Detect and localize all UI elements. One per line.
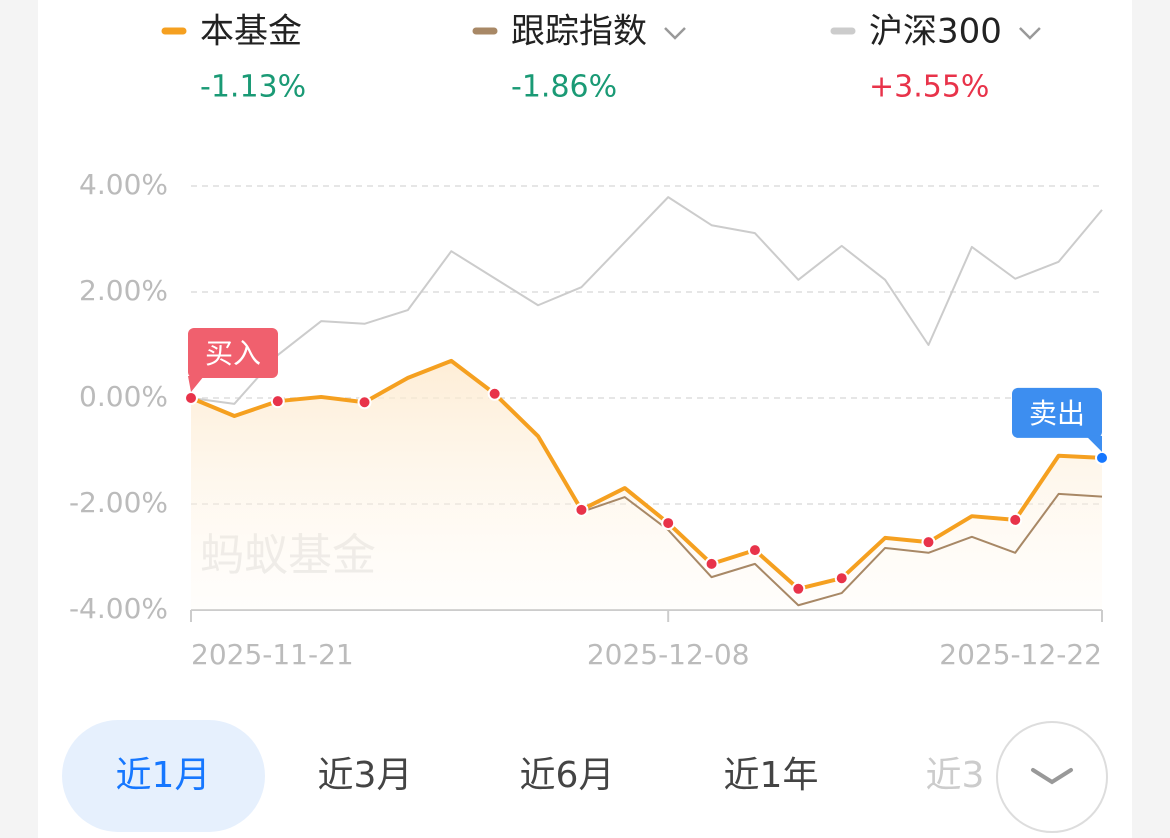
period-tab[interactable]: 近1年 xyxy=(724,755,819,796)
tab-selected-bg xyxy=(62,720,265,832)
legend-label: 跟踪指数 xyxy=(511,12,647,52)
buy-flag xyxy=(188,328,278,378)
trade-dot xyxy=(661,516,676,531)
y-tick-label: 4.00% xyxy=(79,168,168,201)
x-tick-label: 2025-11-21 xyxy=(191,638,354,671)
sell-flag xyxy=(1012,387,1102,438)
period-tab[interactable]: 近3 xyxy=(926,755,985,796)
expand-button[interactable] xyxy=(996,721,1108,833)
y-tick-label: 2.00% xyxy=(79,274,168,307)
legend-label: 本基金 xyxy=(200,12,302,52)
trade-dot xyxy=(834,571,849,586)
x-tick-label: 2025-12-08 xyxy=(587,638,750,671)
trade-dot xyxy=(704,556,719,571)
period-tab[interactable]: 近3月 xyxy=(318,755,413,796)
trade-dot xyxy=(357,395,372,410)
dropdown-chevron[interactable] xyxy=(1019,27,1041,40)
trade-dot xyxy=(487,386,502,401)
trade-dot xyxy=(747,543,762,558)
period-tab[interactable]: 近6月 xyxy=(520,755,615,796)
legend-label: 沪深300 xyxy=(869,12,1002,52)
buy-flag-tip xyxy=(188,376,204,392)
legend-change: +3.55% xyxy=(869,70,989,105)
period-tab[interactable]: 近1月 xyxy=(116,755,211,796)
series-line xyxy=(190,196,1103,405)
trade-dot xyxy=(270,394,285,409)
series-line xyxy=(190,358,1103,591)
trade-dot xyxy=(1095,450,1109,465)
buy-flag-label: 买入 xyxy=(205,337,261,370)
legend-change: -1.13% xyxy=(200,70,306,105)
legend-change: -1.86% xyxy=(511,70,617,105)
area-fill xyxy=(191,360,1102,610)
y-tick-label: 0.00% xyxy=(79,380,168,413)
sell-flag-label: 卖出 xyxy=(1029,397,1085,430)
trade-dot xyxy=(184,391,198,405)
sell-flag-tip xyxy=(1086,435,1102,452)
y-tick-label: -4.00% xyxy=(69,592,168,625)
trade-dot xyxy=(574,502,589,517)
x-tick-label: 2025-12-22 xyxy=(939,638,1102,671)
trade-dot xyxy=(921,535,936,550)
dropdown-chevron[interactable] xyxy=(664,27,686,40)
trade-dot xyxy=(1008,512,1023,527)
trade-dot xyxy=(791,581,806,596)
expand-chevron xyxy=(1031,768,1073,785)
y-tick-label: -2.00% xyxy=(69,486,168,519)
